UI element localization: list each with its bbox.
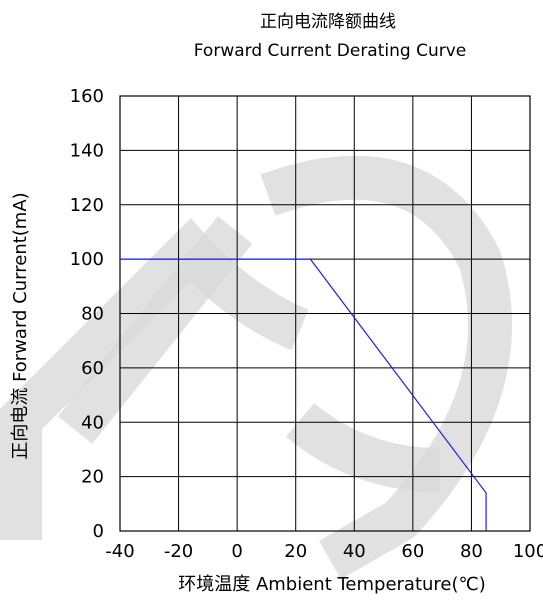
y-tick-label-1: 20 <box>81 467 104 488</box>
series-line-0 <box>120 258 487 531</box>
y-tick-labels: 0 20 40 60 80 100 120 140 160 <box>70 86 104 542</box>
y-tick-label-5: 100 <box>70 249 104 270</box>
plot-frame <box>119 95 531 532</box>
y-tick-label-7: 140 <box>70 140 104 161</box>
watermark <box>0 155 512 580</box>
y-axis-label: 正向电流 Forward Current(mA) <box>10 192 31 459</box>
x-tick-label-4: 40 <box>343 541 366 562</box>
x-tick-label-3: 20 <box>284 541 307 562</box>
series <box>120 258 487 531</box>
chart-title: 正向电流降额曲线 <box>260 12 396 32</box>
x-tick-label-1: -20 <box>164 541 193 562</box>
y-tick-label-2: 40 <box>81 412 104 433</box>
x-axis-label: 环境温度 Ambient Temperature(℃) <box>178 574 486 595</box>
x-tick-label-0: -40 <box>105 541 134 562</box>
y-tick-label-8: 160 <box>70 86 104 107</box>
y-tick-label-6: 120 <box>70 195 104 216</box>
y-tick-label-4: 80 <box>81 304 104 325</box>
x-tick-label-5: 60 <box>401 541 424 562</box>
y-tick-label-0: 0 <box>93 521 104 542</box>
x-tick-label-7: 100 <box>513 541 543 562</box>
chart-subtitle: Forward Current Derating Curve <box>194 41 467 61</box>
x-tick-label-2: 0 <box>231 541 242 562</box>
x-tick-label-6: 80 <box>460 541 483 562</box>
x-tick-labels: -40 -20 0 20 40 60 80 100 <box>105 541 543 562</box>
y-tick-label-3: 60 <box>81 358 104 379</box>
